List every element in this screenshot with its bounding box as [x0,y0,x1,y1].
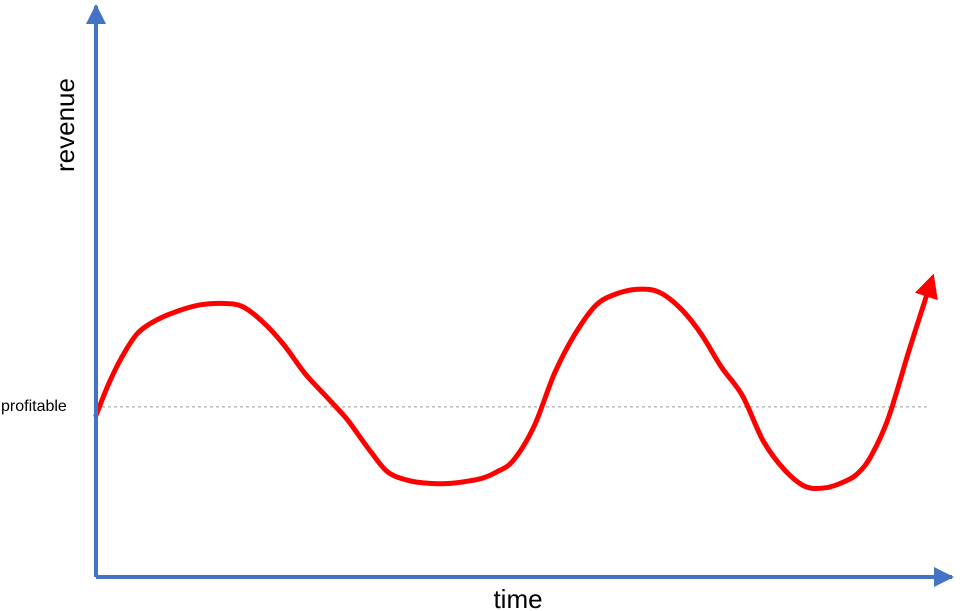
profitable-label: profitable [1,398,67,415]
revenue-series-line [93,282,933,491]
reference-layer: profitable [1,398,930,415]
series-layer [93,273,938,491]
x-axis-label: time [493,584,542,611]
revenue-arrowhead [914,273,938,301]
axes [86,4,954,587]
y-axis-label: revenue [50,78,80,172]
